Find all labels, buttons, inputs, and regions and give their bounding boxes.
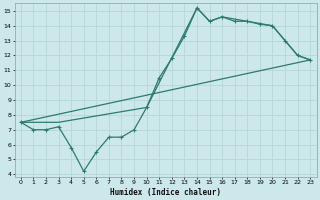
X-axis label: Humidex (Indice chaleur): Humidex (Indice chaleur) (110, 188, 221, 197)
